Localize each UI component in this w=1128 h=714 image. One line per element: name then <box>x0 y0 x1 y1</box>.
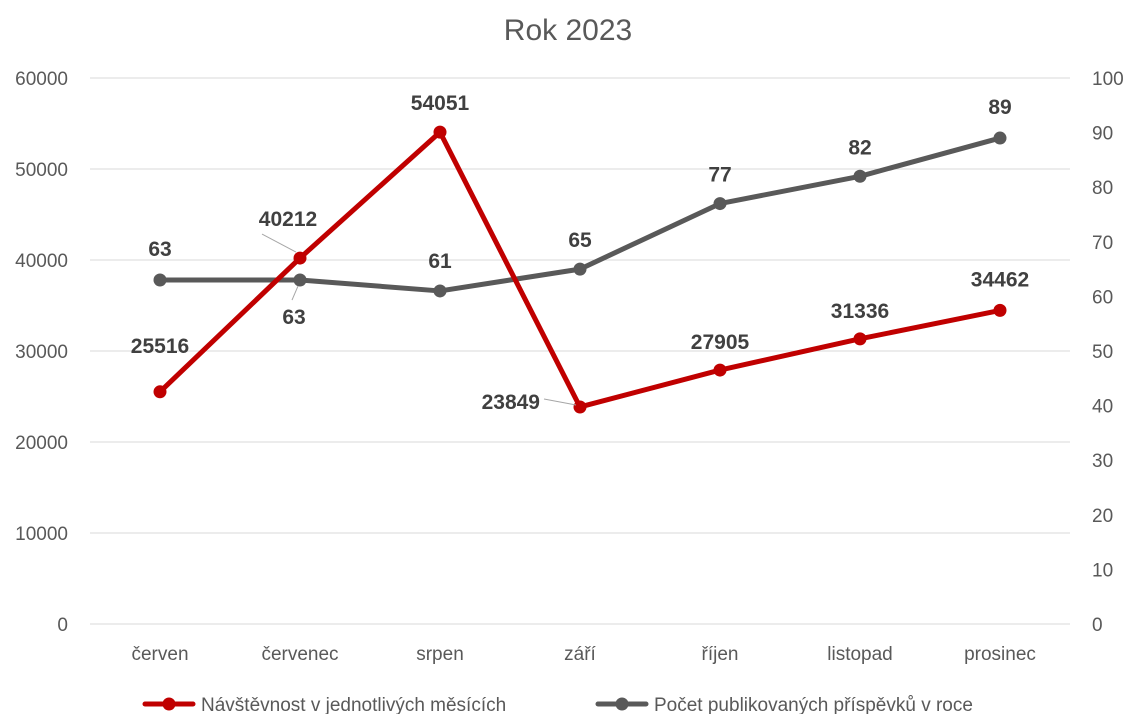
data-label: 82 <box>848 136 871 159</box>
data-point <box>993 131 1007 145</box>
left-axis-ticks: 0 10000 20000 30000 40000 50000 60000 <box>15 69 68 636</box>
left-axis-tick-label: 30000 <box>15 342 68 363</box>
legend-swatch-marker <box>615 697 629 711</box>
category-label: červen <box>131 644 188 665</box>
data-point <box>293 251 307 265</box>
right-axis-tick-label: 70 <box>1092 233 1113 254</box>
data-label: 25516 <box>131 335 189 358</box>
left-axis-tick-label: 40000 <box>15 251 68 272</box>
data-point <box>713 363 727 377</box>
data-point <box>853 332 867 346</box>
left-axis-tick-label: 50000 <box>15 160 68 181</box>
category-label: září <box>564 644 596 665</box>
left-axis-tick-label: 10000 <box>15 524 68 545</box>
data-label: 63 <box>148 238 171 261</box>
data-point <box>573 262 587 276</box>
gridlines <box>90 77 1070 625</box>
data-point <box>993 303 1007 317</box>
data-point <box>433 125 447 139</box>
right-axis-tick-label: 80 <box>1092 178 1113 199</box>
legend-label: Návštěvnost v jednotlivých měsících <box>201 695 506 714</box>
right-axis-ticks: 0 10 20 30 40 50 60 70 80 90 100 <box>1092 69 1124 636</box>
data-label: 23849 <box>482 391 540 414</box>
data-label: 63 <box>282 306 305 329</box>
data-label: 31336 <box>831 300 889 323</box>
chart-title: Rok 2023 <box>504 14 632 47</box>
data-label: 40212 <box>259 208 317 231</box>
data-point <box>853 169 867 183</box>
right-axis-tick-label: 30 <box>1092 451 1113 472</box>
data-point <box>713 197 727 211</box>
right-axis-tick-label: 10 <box>1092 560 1113 581</box>
right-axis-tick-label: 90 <box>1092 124 1113 145</box>
category-label: červenec <box>261 644 338 665</box>
right-axis-tick-label: 40 <box>1092 397 1113 418</box>
data-label: 27905 <box>691 331 750 354</box>
left-axis-tick-label: 0 <box>57 615 68 636</box>
data-label: 89 <box>988 96 1011 119</box>
category-label: listopad <box>827 644 893 665</box>
legend: Návštěvnost v jednotlivých měsících Počet… <box>142 695 973 714</box>
series-layer <box>153 125 1007 414</box>
right-axis-tick-label: 0 <box>1092 615 1103 636</box>
category-label: říjen <box>702 644 739 665</box>
data-point <box>293 273 307 287</box>
data-label: 34462 <box>971 268 1029 291</box>
data-labels: 25516 40212 54051 23849 27905 31336 34462 63 63 6… <box>131 92 1029 414</box>
right-axis-tick-label: 20 <box>1092 506 1113 527</box>
category-label: prosinec <box>964 644 1036 665</box>
right-axis-tick-label: 60 <box>1092 287 1113 308</box>
data-label: 61 <box>428 250 452 273</box>
leader-line <box>261 233 297 253</box>
leader-line <box>543 398 577 406</box>
right-axis-tick-label: 50 <box>1092 342 1113 363</box>
category-label: srpen <box>416 644 464 665</box>
leader-line <box>291 285 299 301</box>
left-axis-tick-label: 60000 <box>15 69 68 90</box>
category-axis-labels: červen červenec srpen září říjen listopad pros… <box>131 644 1035 665</box>
left-axis-tick-label: 20000 <box>15 433 68 454</box>
data-point <box>573 400 587 414</box>
data-point <box>153 385 167 399</box>
data-point <box>433 284 447 298</box>
data-label: 77 <box>708 164 731 187</box>
legend-swatch-marker <box>162 697 176 711</box>
right-axis-tick-label: 100 <box>1092 69 1124 90</box>
data-label: 54051 <box>411 92 470 115</box>
data-label: 65 <box>568 229 592 252</box>
data-point <box>153 273 167 287</box>
legend-label: Počet publikovaných příspěvků v roce <box>654 695 973 714</box>
